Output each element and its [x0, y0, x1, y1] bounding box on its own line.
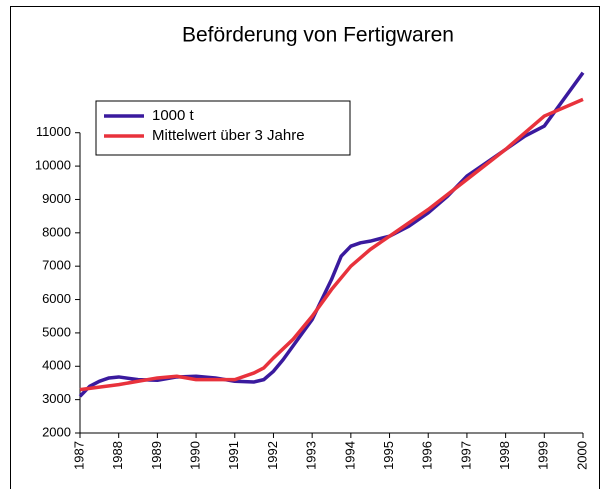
x-tick-label: 1996 [420, 441, 435, 470]
legend-label: Mittelwert über 3 Jahre [152, 127, 305, 144]
x-tick-label: 1998 [497, 441, 512, 470]
x-tick-label: 1990 [188, 441, 203, 470]
x-tick-label: 1999 [536, 441, 551, 470]
y-tick-label: 4000 [42, 358, 71, 373]
x-tick-label: 1997 [458, 441, 473, 470]
y-tick-label: 9000 [42, 191, 71, 206]
x-tick-label: 1995 [381, 441, 396, 470]
chart-title: Beförderung von Fertigwaren [182, 24, 454, 47]
y-tick-label: 11000 [36, 124, 71, 139]
y-tick-label: 10000 [35, 158, 71, 173]
x-tick-label: 1992 [265, 441, 280, 470]
y-tick-label: 3000 [42, 391, 71, 406]
y-tick-label: 2000 [42, 424, 71, 439]
legend-box [95, 100, 351, 156]
chart-frame [10, 6, 600, 489]
y-tick-label: 6000 [42, 291, 71, 306]
x-tick-label: 1987 [71, 441, 86, 470]
x-tick-label: 1991 [226, 441, 241, 470]
y-tick-label: 5000 [42, 324, 71, 339]
legend-label: 1000 t [152, 107, 195, 124]
y-tick-label: 8000 [42, 224, 71, 239]
x-tick-label: 1994 [342, 441, 357, 470]
x-tick-label: 2000 [574, 441, 589, 470]
x-tick-label: 1989 [149, 441, 164, 470]
series-line [79, 97, 584, 392]
x-tick-label: 1993 [304, 441, 319, 470]
x-tick-label: 1988 [110, 441, 125, 470]
y-tick-label: 7000 [42, 258, 71, 273]
